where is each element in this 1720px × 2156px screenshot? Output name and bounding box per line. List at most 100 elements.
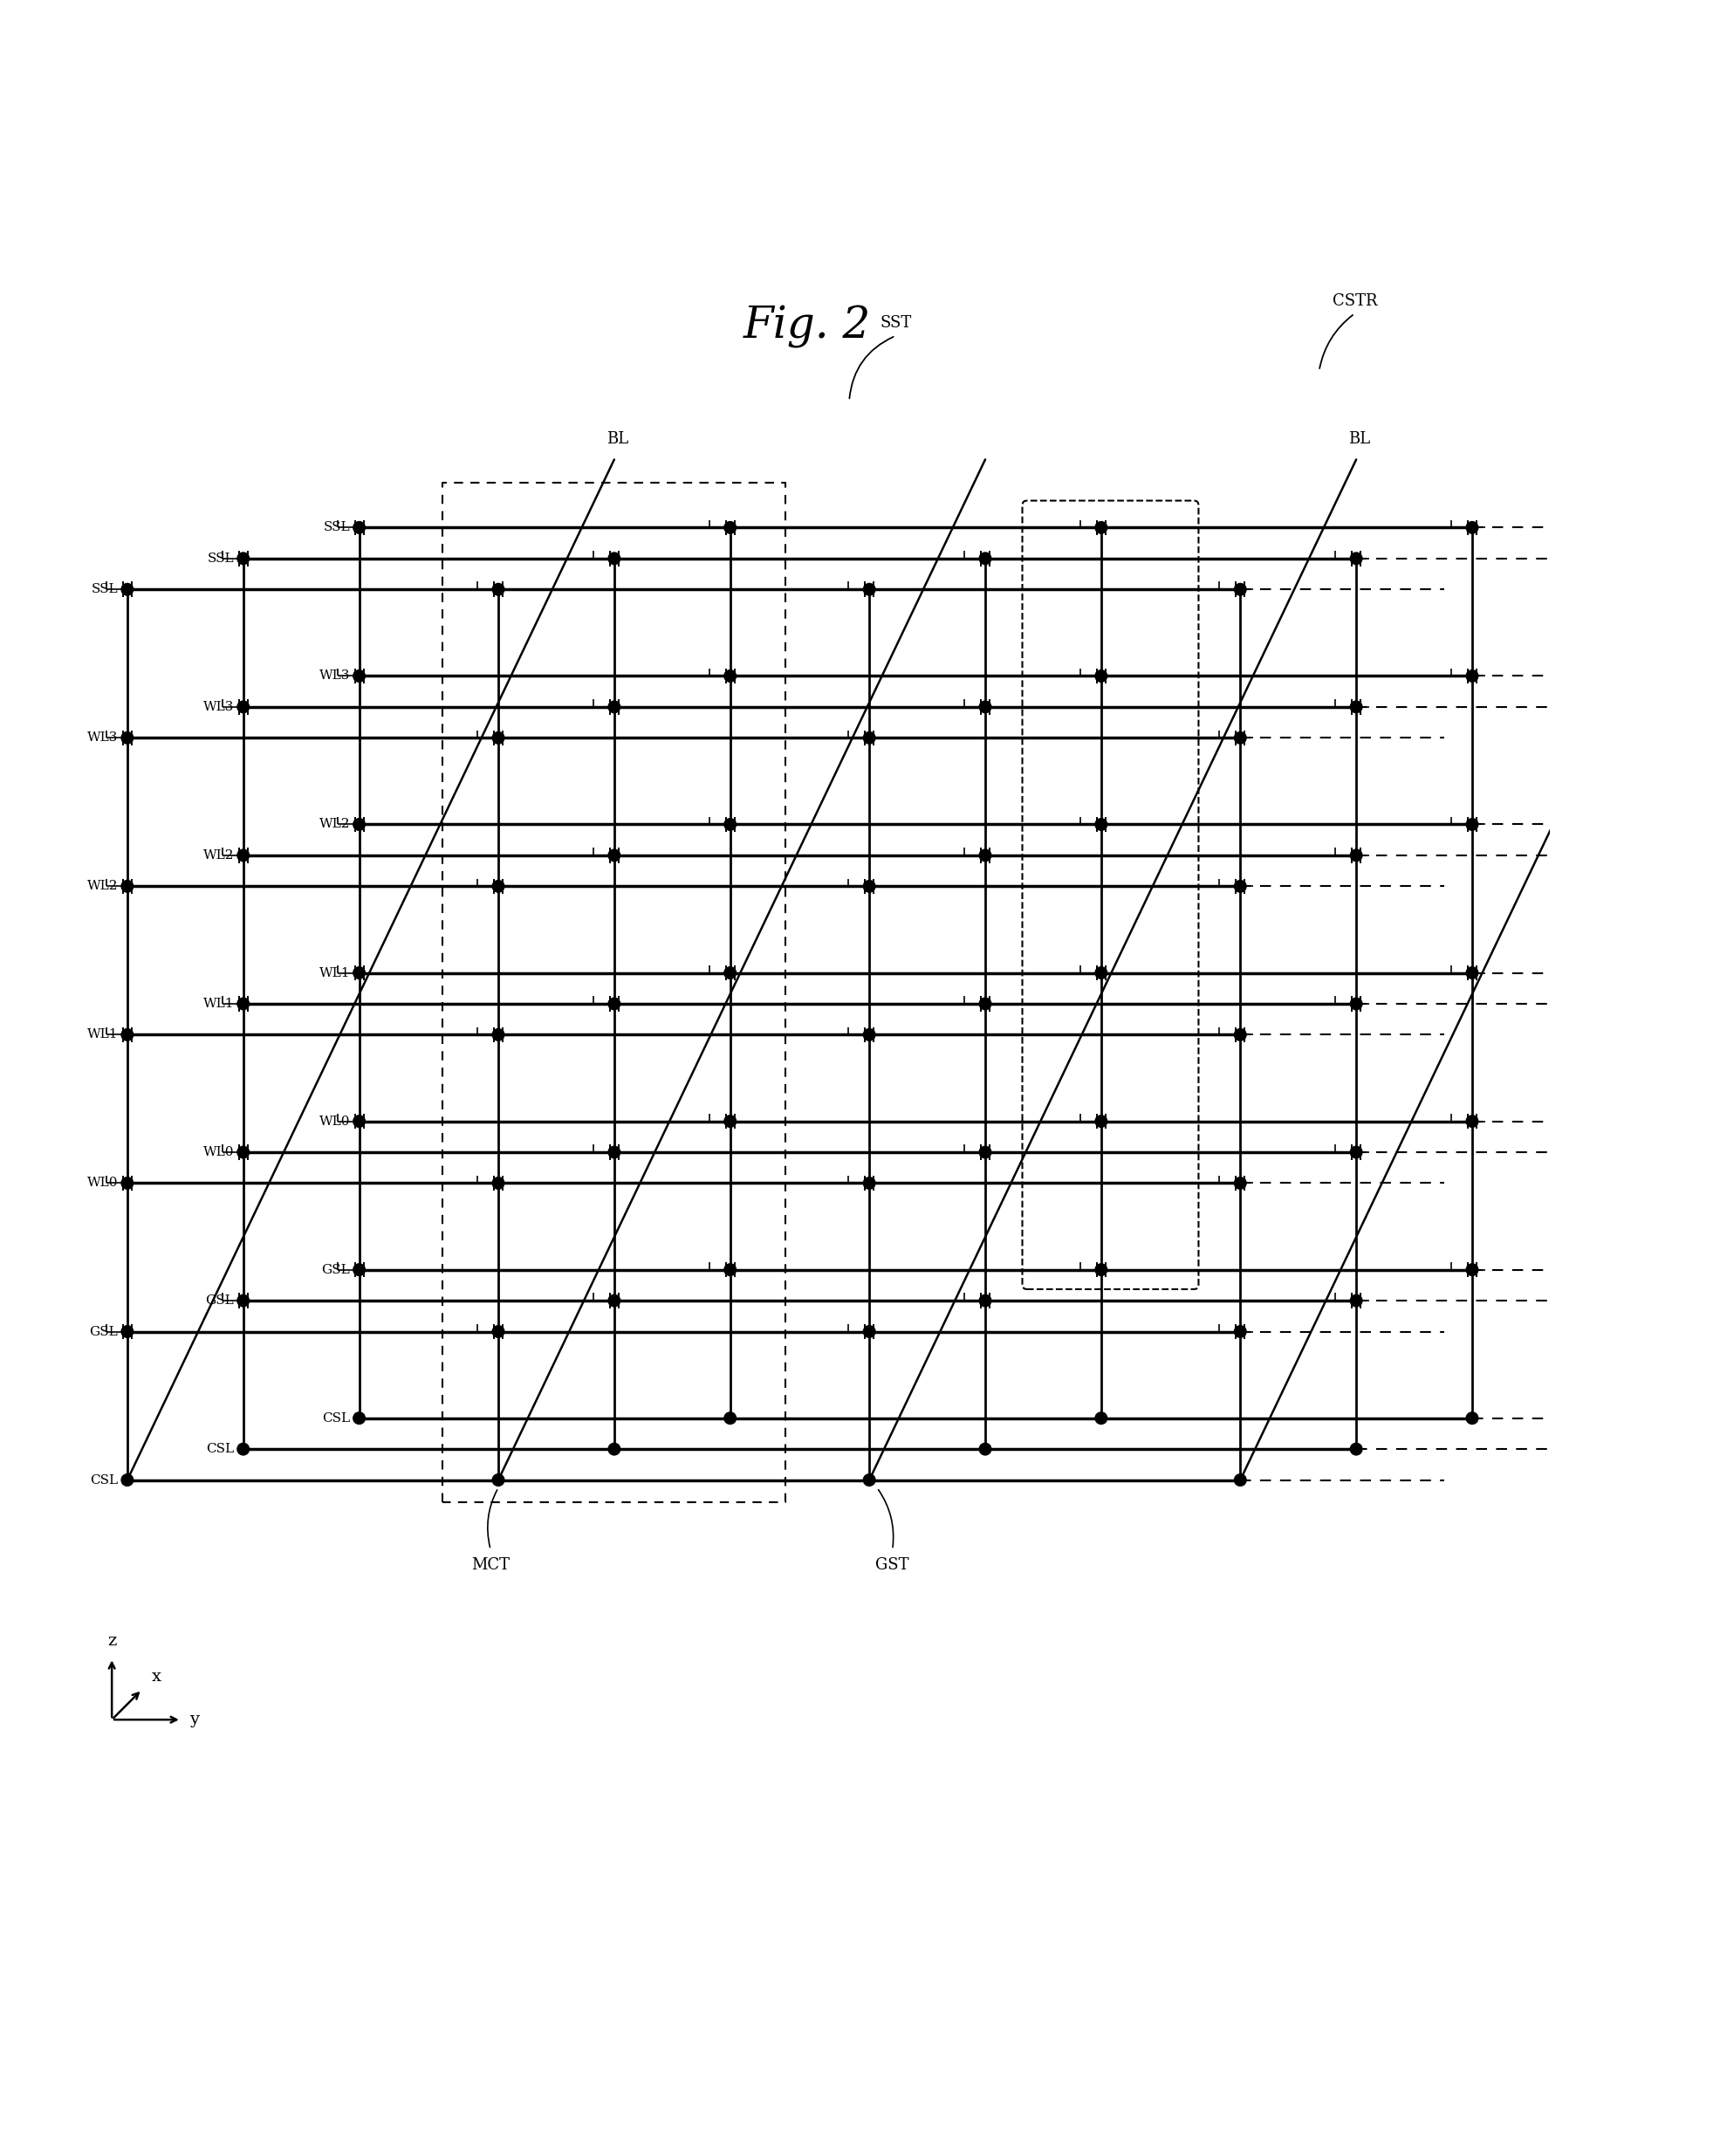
Circle shape — [492, 1177, 504, 1190]
Circle shape — [353, 671, 365, 681]
Circle shape — [492, 1475, 504, 1485]
Circle shape — [1465, 819, 1477, 830]
Text: BL: BL — [1348, 431, 1371, 446]
Text: SSL: SSL — [323, 522, 349, 535]
Circle shape — [1465, 1115, 1477, 1128]
Circle shape — [353, 966, 365, 979]
Circle shape — [863, 584, 875, 595]
Circle shape — [1465, 966, 1477, 979]
Text: WL2: WL2 — [203, 849, 234, 862]
Circle shape — [863, 731, 875, 744]
Circle shape — [1350, 1147, 1362, 1158]
Circle shape — [1235, 1326, 1247, 1337]
Circle shape — [1096, 966, 1108, 979]
Circle shape — [609, 552, 621, 565]
Circle shape — [237, 1296, 249, 1307]
Text: WL2: WL2 — [318, 819, 349, 830]
Circle shape — [122, 1177, 132, 1190]
Text: BL: BL — [607, 431, 628, 446]
Circle shape — [237, 849, 249, 860]
Text: WL0: WL0 — [318, 1115, 349, 1128]
Circle shape — [1465, 1412, 1477, 1425]
Text: WL3: WL3 — [203, 701, 234, 714]
Circle shape — [237, 701, 249, 714]
Circle shape — [353, 819, 365, 830]
Text: z: z — [107, 1632, 117, 1649]
Circle shape — [1235, 1028, 1247, 1041]
Circle shape — [863, 1475, 875, 1485]
Circle shape — [863, 1326, 875, 1337]
Text: WL2: WL2 — [88, 880, 119, 893]
Circle shape — [122, 1475, 132, 1485]
Circle shape — [1235, 731, 1247, 744]
Circle shape — [492, 1326, 504, 1337]
Circle shape — [1096, 819, 1108, 830]
Circle shape — [979, 998, 991, 1009]
Text: WL1: WL1 — [88, 1028, 119, 1041]
Text: WL0: WL0 — [203, 1147, 234, 1158]
Circle shape — [724, 1412, 736, 1425]
Text: WL1: WL1 — [318, 966, 349, 979]
Circle shape — [1096, 671, 1108, 681]
Circle shape — [1235, 1177, 1247, 1190]
Circle shape — [1235, 1475, 1247, 1485]
Circle shape — [724, 522, 736, 533]
Circle shape — [1350, 1296, 1362, 1307]
Text: SST: SST — [879, 315, 912, 332]
Text: WL1: WL1 — [203, 998, 234, 1009]
Text: SSL: SSL — [206, 552, 234, 565]
Circle shape — [353, 1412, 365, 1425]
Circle shape — [1096, 1263, 1108, 1276]
Circle shape — [609, 701, 621, 714]
Text: SSL: SSL — [91, 584, 119, 595]
Circle shape — [863, 880, 875, 893]
Circle shape — [237, 552, 249, 565]
Circle shape — [979, 701, 991, 714]
Circle shape — [1465, 671, 1477, 681]
Circle shape — [122, 880, 132, 893]
Text: MCT: MCT — [471, 1557, 509, 1574]
Text: GST: GST — [875, 1557, 910, 1574]
Circle shape — [979, 849, 991, 860]
Circle shape — [1235, 880, 1247, 893]
Text: WL3: WL3 — [88, 731, 119, 744]
Circle shape — [609, 849, 621, 860]
Circle shape — [609, 1147, 621, 1158]
Circle shape — [122, 584, 132, 595]
Circle shape — [724, 1115, 736, 1128]
Circle shape — [863, 1177, 875, 1190]
Circle shape — [353, 1115, 365, 1128]
Circle shape — [1350, 701, 1362, 714]
Text: WL3: WL3 — [318, 671, 349, 681]
Circle shape — [492, 731, 504, 744]
Text: GSL: GSL — [89, 1326, 119, 1337]
Circle shape — [724, 1263, 736, 1276]
Circle shape — [724, 819, 736, 830]
Circle shape — [237, 998, 249, 1009]
Circle shape — [353, 522, 365, 533]
Circle shape — [492, 584, 504, 595]
Circle shape — [1465, 1263, 1477, 1276]
Circle shape — [122, 731, 132, 744]
Circle shape — [979, 1442, 991, 1455]
Circle shape — [979, 552, 991, 565]
Text: WL0: WL0 — [88, 1177, 119, 1190]
Circle shape — [353, 1263, 365, 1276]
Circle shape — [1096, 522, 1108, 533]
Text: CSL: CSL — [89, 1475, 119, 1485]
Circle shape — [724, 966, 736, 979]
Circle shape — [122, 1326, 132, 1337]
Circle shape — [237, 1442, 249, 1455]
Circle shape — [1096, 1115, 1108, 1128]
Circle shape — [492, 880, 504, 893]
Circle shape — [979, 1147, 991, 1158]
Text: GSL: GSL — [322, 1263, 349, 1276]
Text: GSL: GSL — [205, 1294, 234, 1307]
Text: CSL: CSL — [322, 1412, 349, 1425]
Circle shape — [1350, 998, 1362, 1009]
Text: x: x — [151, 1669, 162, 1684]
Circle shape — [1465, 522, 1477, 533]
Circle shape — [863, 1028, 875, 1041]
Circle shape — [1350, 849, 1362, 860]
Circle shape — [492, 1028, 504, 1041]
